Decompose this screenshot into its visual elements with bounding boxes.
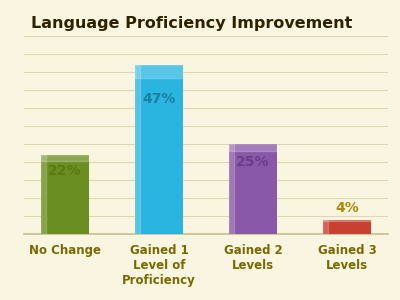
- Text: 4%: 4%: [335, 201, 359, 215]
- Text: 22%: 22%: [48, 164, 82, 178]
- Bar: [40, 155, 90, 234]
- Text: 25%: 25%: [236, 155, 270, 169]
- Bar: [322, 220, 328, 234]
- Bar: [134, 65, 184, 234]
- Bar: [134, 65, 184, 78]
- Bar: [228, 144, 278, 151]
- Text: Language Proficiency Improvement: Language Proficiency Improvement: [31, 16, 353, 31]
- Bar: [228, 144, 234, 234]
- Bar: [40, 155, 90, 161]
- Text: 47%: 47%: [142, 92, 176, 106]
- Bar: [322, 220, 372, 221]
- Bar: [322, 220, 372, 234]
- Bar: [134, 65, 140, 234]
- Bar: [228, 144, 278, 234]
- Bar: [40, 155, 46, 234]
